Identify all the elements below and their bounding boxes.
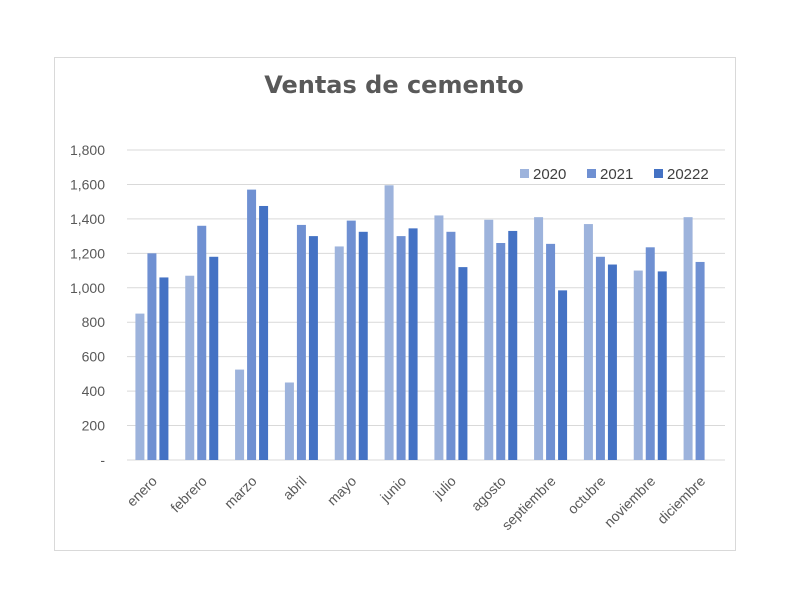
legend-swatch bbox=[520, 169, 529, 178]
bar-2020 bbox=[284, 382, 294, 460]
bar-2020 bbox=[434, 215, 444, 460]
bar-2020 bbox=[334, 246, 344, 460]
bar-20222 bbox=[159, 277, 169, 460]
bar-2020 bbox=[633, 270, 643, 460]
y-tick-label: 200 bbox=[82, 418, 106, 434]
y-tick-label: 1,400 bbox=[70, 211, 105, 227]
legend-label: 20222 bbox=[667, 166, 709, 183]
bar-20222 bbox=[657, 271, 667, 460]
bar-2020 bbox=[484, 219, 494, 460]
bar-2021 bbox=[446, 231, 456, 460]
bars bbox=[135, 185, 705, 461]
bar-2021 bbox=[396, 236, 406, 460]
bar-2021 bbox=[197, 225, 207, 460]
bar-20222 bbox=[259, 205, 269, 460]
x-tick-label: junio bbox=[376, 473, 409, 506]
bar-2020 bbox=[135, 313, 145, 460]
bar-20222 bbox=[508, 230, 518, 460]
x-axis-ticks: enero febrero marzo abril mayo junio julio agos… bbox=[123, 473, 708, 533]
y-axis-ticks: - 200 400 600 800 1,000 1,200 1,400 1,600 1,800 bbox=[70, 142, 105, 468]
bar-2021 bbox=[346, 220, 356, 460]
bar-20222 bbox=[308, 236, 318, 460]
bar-2021 bbox=[546, 243, 556, 460]
bar-2020 bbox=[583, 224, 593, 460]
x-tick-label: mayo bbox=[324, 473, 360, 509]
bar-20222 bbox=[408, 228, 418, 460]
x-tick-label: marzo bbox=[221, 473, 260, 512]
gridlines bbox=[127, 149, 725, 461]
x-tick-label: agosto bbox=[468, 473, 509, 514]
legend-swatch bbox=[654, 169, 663, 178]
bar-2021 bbox=[595, 256, 605, 460]
bar-2021 bbox=[695, 261, 705, 460]
x-tick-label: febrero bbox=[167, 473, 210, 516]
y-tick-label: 600 bbox=[82, 349, 106, 365]
y-tick-label: 1,600 bbox=[70, 176, 105, 192]
y-tick-label: 400 bbox=[82, 383, 106, 399]
x-tick-label: octubre bbox=[564, 473, 608, 517]
legend-swatch bbox=[587, 169, 596, 178]
y-tick-label: 1,800 bbox=[70, 142, 105, 158]
bar-2021 bbox=[645, 247, 655, 460]
bar-2021 bbox=[147, 253, 157, 460]
bar-2020 bbox=[235, 369, 245, 460]
bar-2021 bbox=[296, 224, 306, 460]
y-tick-label: 1,000 bbox=[70, 280, 105, 296]
x-tick-label: abril bbox=[280, 473, 310, 503]
bar-20222 bbox=[607, 264, 617, 460]
y-tick-label: 1,200 bbox=[70, 245, 105, 261]
bar-2021 bbox=[247, 189, 257, 460]
legend-label: 2021 bbox=[600, 166, 633, 183]
bar-2020 bbox=[384, 185, 394, 461]
bar-20222 bbox=[458, 267, 468, 460]
legend-label: 2020 bbox=[533, 166, 566, 183]
x-tick-label: noviembre bbox=[601, 473, 659, 531]
x-tick-label: diciembre bbox=[654, 473, 708, 527]
bar-2020 bbox=[534, 217, 544, 460]
legend: 2020 2021 20222 bbox=[520, 166, 709, 183]
x-tick-label: julio bbox=[429, 473, 459, 503]
bar-20222 bbox=[558, 290, 568, 460]
chart-title: Ventas de cemento bbox=[264, 71, 524, 99]
x-tick-label: septiembre bbox=[498, 473, 558, 533]
y-tick-label: 800 bbox=[82, 314, 106, 330]
y-tick-label: - bbox=[100, 452, 105, 468]
bar-2020 bbox=[683, 217, 693, 460]
x-tick-label: enero bbox=[123, 473, 160, 510]
bar-2021 bbox=[496, 243, 506, 460]
bar-20222 bbox=[209, 256, 219, 460]
bar-20222 bbox=[358, 231, 368, 460]
bar-2020 bbox=[185, 275, 195, 460]
